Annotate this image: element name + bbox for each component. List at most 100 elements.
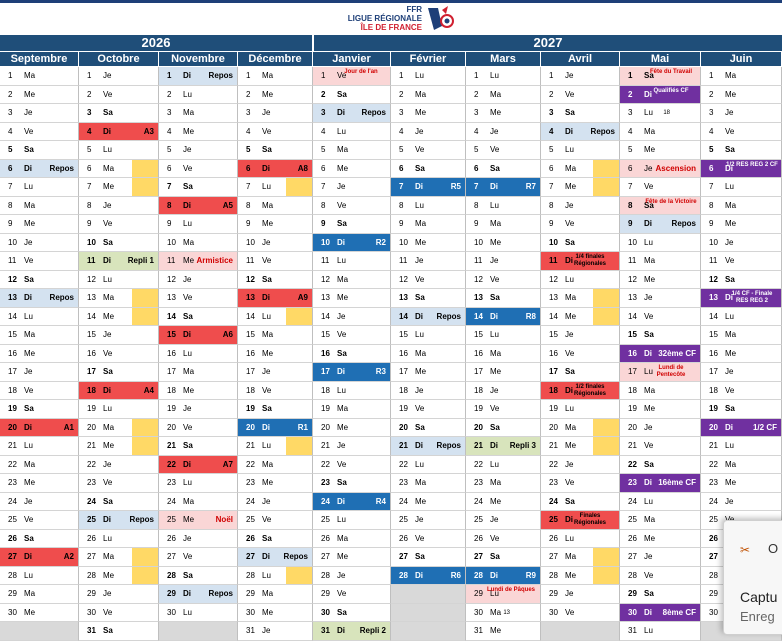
day-cell[interactable]: 9 Me	[701, 215, 782, 234]
day-cell[interactable]: 7 Lu	[0, 178, 79, 197]
day-cell[interactable]: 3 Me	[391, 104, 466, 123]
day-cell[interactable]: 29 Ve	[313, 585, 391, 604]
day-cell[interactable]: 16 Ma	[466, 344, 541, 363]
day-cell[interactable]: 10 Je	[238, 233, 313, 252]
day-cell[interactable]: 2 Di Qualifiés CF	[620, 85, 701, 104]
day-cell[interactable]: 14 Di Repos	[391, 307, 466, 326]
day-cell[interactable]: 13 Di 1/4 CF - Finale RES REG 2	[701, 289, 782, 308]
day-cell[interactable]: 4 Ve	[701, 122, 782, 141]
day-cell[interactable]: 4 Di A3	[79, 122, 159, 141]
day-cell[interactable]: 31 Sa	[79, 622, 159, 641]
day-cell[interactable]: 7 Ve	[620, 178, 701, 197]
day-cell[interactable]: 20 Ve	[159, 418, 238, 437]
day-cell[interactable]: 1 Ve Jour de l'an	[313, 67, 391, 86]
day-cell[interactable]: 27 Di A2	[0, 548, 79, 567]
day-cell[interactable]: 15 Sa	[620, 326, 701, 345]
day-cell[interactable]: 19 Sa	[0, 400, 79, 419]
day-cell[interactable]: 7 Di R7	[466, 178, 541, 197]
day-cell[interactable]: 11 Ve	[238, 252, 313, 271]
day-cell[interactable]: 2 Sa	[313, 85, 391, 104]
day-cell[interactable]: 17 Di R3	[313, 363, 391, 382]
day-cell[interactable]: 12 Ve	[391, 270, 466, 289]
day-cell[interactable]: 2 Ma	[391, 85, 466, 104]
day-cell[interactable]: 28 Je	[313, 566, 391, 585]
day-cell[interactable]: 9 Sa	[313, 215, 391, 234]
day-cell[interactable]	[541, 622, 620, 641]
day-cell[interactable]: 29 Ma	[238, 585, 313, 604]
day-cell[interactable]: 15 Ma	[238, 326, 313, 345]
day-cell[interactable]: 30 Lu	[159, 603, 238, 622]
day-cell[interactable]: 23 Ma	[391, 474, 466, 493]
day-cell[interactable]: 26 Lu	[541, 529, 620, 548]
day-cell[interactable]: 20 Di R1	[238, 418, 313, 437]
day-cell[interactable]: 14 Lu	[0, 307, 79, 326]
day-cell[interactable]	[391, 622, 466, 641]
day-cell[interactable]: 20 Sa	[391, 418, 466, 437]
day-cell[interactable]: 22 Ma	[238, 455, 313, 474]
day-cell[interactable]: 11 Ve	[701, 252, 782, 271]
day-cell[interactable]: 16 Me	[701, 344, 782, 363]
day-cell[interactable]: 8 Ve	[313, 196, 391, 215]
day-cell[interactable]: 23 Ma	[466, 474, 541, 493]
day-cell[interactable]: 27 Sa	[391, 548, 466, 567]
day-cell[interactable]: 24 Me	[466, 492, 541, 511]
day-cell[interactable]: 25 Ve	[0, 511, 79, 530]
day-cell[interactable]: 11 Ma	[620, 252, 701, 271]
day-cell[interactable]: 14 Je	[313, 307, 391, 326]
day-cell[interactable]: 21 Lu	[238, 437, 313, 456]
day-cell[interactable]: 4 Di Repos	[541, 122, 620, 141]
day-cell[interactable]: 27 Ma	[541, 548, 620, 567]
day-cell[interactable]: 1 Ma	[238, 67, 313, 86]
day-cell[interactable]: 25 Lu	[313, 511, 391, 530]
day-cell[interactable]: 17 Je	[701, 363, 782, 382]
day-cell[interactable]: 16 Lu	[159, 344, 238, 363]
day-cell[interactable]: 6 Ma	[541, 159, 620, 178]
day-cell[interactable]: 4 Je	[466, 122, 541, 141]
day-cell[interactable]: 31 Je	[238, 622, 313, 641]
day-cell[interactable]: 18 Ve	[701, 381, 782, 400]
day-cell[interactable]: 21 Me	[79, 437, 159, 456]
day-cell[interactable]: 8 Lu	[391, 196, 466, 215]
day-cell[interactable]: 27 Ma	[79, 548, 159, 567]
day-cell[interactable]: 30 Di 8ème CF	[620, 603, 701, 622]
day-cell[interactable]: 27 Di Repos	[238, 548, 313, 567]
day-cell[interactable]: 14 Me	[79, 307, 159, 326]
day-cell[interactable]: 16 Ve	[79, 344, 159, 363]
day-cell[interactable]: 10 Ma	[159, 233, 238, 252]
day-cell[interactable]: 23 Sa	[313, 474, 391, 493]
day-cell[interactable]: 14 Ve	[620, 307, 701, 326]
day-cell[interactable]: 8 Lu	[466, 196, 541, 215]
day-cell[interactable]: 9 Ma	[466, 215, 541, 234]
day-cell[interactable]: 20 Sa	[466, 418, 541, 437]
day-cell[interactable]: 7 Me	[79, 178, 159, 197]
day-cell[interactable]: 9 Di Repos	[620, 215, 701, 234]
day-cell[interactable]: 26 Ma	[313, 529, 391, 548]
day-cell[interactable]: 26 Sa	[0, 529, 79, 548]
day-cell[interactable]: 15 Je	[79, 326, 159, 345]
day-cell[interactable]: 9 Ma	[391, 215, 466, 234]
day-cell[interactable]: 7 Je	[313, 178, 391, 197]
day-cell[interactable]: 17 Ma	[159, 363, 238, 382]
day-cell[interactable]: 28 Lu	[0, 566, 79, 585]
day-cell[interactable]: 13 Ma	[541, 289, 620, 308]
day-cell[interactable]: 28 Lu	[238, 566, 313, 585]
day-cell[interactable]: 2 Me	[238, 85, 313, 104]
day-cell[interactable]: 28 Sa	[159, 566, 238, 585]
day-cell[interactable]: 13 Sa	[391, 289, 466, 308]
day-cell[interactable]: 5 Sa	[701, 141, 782, 160]
day-cell[interactable]: 22 Lu	[391, 455, 466, 474]
day-cell[interactable]: 18 Di 1/2 finales Régionales	[541, 381, 620, 400]
day-cell[interactable]: 11 Je	[391, 252, 466, 271]
day-cell[interactable]: 17 Me	[391, 363, 466, 382]
day-cell[interactable]: 15 Ma	[701, 326, 782, 345]
day-cell[interactable]: 10 Me	[466, 233, 541, 252]
day-cell[interactable]: 1 Sa Fête du Travail	[620, 67, 701, 86]
day-cell[interactable]: 11 Je	[466, 252, 541, 271]
day-cell[interactable]: 20 Ma	[541, 418, 620, 437]
day-cell[interactable]: 12 Je	[159, 270, 238, 289]
day-cell[interactable]: 30 Ve	[541, 603, 620, 622]
day-cell[interactable]: 14 Lu	[238, 307, 313, 326]
day-cell[interactable]: 18 Je	[391, 381, 466, 400]
day-cell[interactable]: 28 Di R6	[391, 566, 466, 585]
day-cell[interactable]: 23 Ve	[541, 474, 620, 493]
